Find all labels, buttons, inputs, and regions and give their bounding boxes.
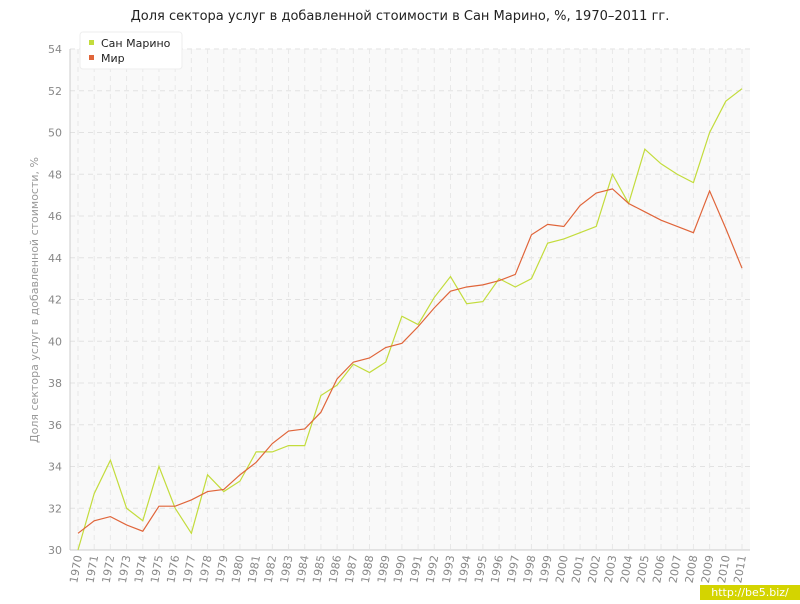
legend-swatch bbox=[89, 40, 94, 45]
watermark: http://be5.biz/ bbox=[711, 586, 789, 599]
x-tick-label: 2011 bbox=[731, 554, 749, 584]
y-tick-label: 42 bbox=[48, 294, 62, 307]
legend-label: Сан Марино bbox=[101, 37, 171, 50]
x-tick-label: 1980 bbox=[229, 554, 247, 584]
y-tick-label: 50 bbox=[48, 127, 62, 140]
x-tick-label: 1985 bbox=[310, 554, 328, 584]
x-tick-label: 1994 bbox=[456, 554, 474, 584]
x-tick-label: 1990 bbox=[391, 554, 409, 584]
x-tick-label: 1998 bbox=[521, 554, 539, 584]
x-tick-label: 2010 bbox=[715, 554, 733, 584]
x-tick-label: 1973 bbox=[116, 554, 134, 584]
y-tick-label: 46 bbox=[48, 210, 62, 223]
y-tick-label: 36 bbox=[48, 419, 62, 432]
x-tick-label: 1974 bbox=[132, 554, 150, 584]
legend-box bbox=[79, 31, 183, 70]
x-tick-label: 1971 bbox=[83, 554, 101, 584]
x-tick-label: 1975 bbox=[148, 554, 166, 584]
x-tick-label: 2008 bbox=[683, 554, 701, 584]
chart-title: Доля сектора услуг в добавленной стоимос… bbox=[131, 9, 670, 24]
plot-area bbox=[70, 49, 750, 550]
y-tick-label: 32 bbox=[48, 502, 62, 515]
x-tick-label: 1999 bbox=[537, 554, 555, 584]
x-tick-label: 1987 bbox=[343, 554, 361, 584]
x-tick-label: 1982 bbox=[262, 554, 280, 584]
x-tick-label: 1995 bbox=[472, 554, 490, 584]
y-tick-label: 54 bbox=[48, 43, 62, 56]
x-tick-label: 2001 bbox=[569, 554, 587, 584]
y-tick-label: 44 bbox=[48, 252, 62, 265]
x-tick-label: 1976 bbox=[164, 554, 182, 584]
x-tick-label: 1972 bbox=[100, 554, 118, 584]
y-axis-label: Доля сектора услуг в добавленной стоимос… bbox=[28, 157, 41, 443]
x-tick-label: 1993 bbox=[440, 554, 458, 584]
x-tick-label: 2006 bbox=[650, 554, 668, 584]
x-tick-label: 1981 bbox=[245, 554, 263, 584]
x-tick-label: 1996 bbox=[488, 554, 506, 584]
legend-swatch bbox=[89, 55, 94, 60]
y-tick-label: 38 bbox=[48, 377, 62, 390]
x-tick-label: 1997 bbox=[505, 554, 523, 584]
series-line bbox=[77, 88, 743, 551]
y-tick-label: 30 bbox=[48, 544, 62, 557]
x-tick-label: 2007 bbox=[667, 554, 685, 584]
watermark-bg bbox=[700, 585, 800, 600]
y-tick-label: 52 bbox=[48, 85, 62, 98]
series-line bbox=[77, 188, 743, 534]
x-tick-label: 1970 bbox=[67, 554, 85, 584]
x-tick-label: 2002 bbox=[586, 554, 604, 584]
y-tick-label: 48 bbox=[48, 168, 62, 181]
x-tick-label: 2004 bbox=[618, 554, 636, 584]
x-tick-label: 2005 bbox=[634, 554, 652, 584]
x-tick-label: 2000 bbox=[553, 554, 571, 584]
x-tick-label: 2009 bbox=[699, 554, 717, 584]
x-tick-label: 1989 bbox=[375, 554, 393, 584]
x-tick-label: 1991 bbox=[407, 554, 425, 584]
x-tick-label: 1988 bbox=[359, 554, 377, 584]
x-tick-label: 1978 bbox=[197, 554, 215, 584]
x-tick-label: 1986 bbox=[326, 554, 344, 584]
x-tick-label: 1983 bbox=[278, 554, 296, 584]
x-tick-label: 2003 bbox=[602, 554, 620, 584]
legend-label: Мир bbox=[101, 52, 125, 65]
x-tick-label: 1979 bbox=[213, 554, 231, 584]
legend: Сан Марино Мир bbox=[79, 31, 183, 70]
y-tick-label: 40 bbox=[48, 335, 62, 348]
x-tick-label: 1977 bbox=[181, 554, 199, 584]
y-tick-label: 34 bbox=[48, 461, 62, 474]
x-tick-label: 1984 bbox=[294, 554, 312, 584]
x-tick-label: 1992 bbox=[424, 554, 442, 584]
